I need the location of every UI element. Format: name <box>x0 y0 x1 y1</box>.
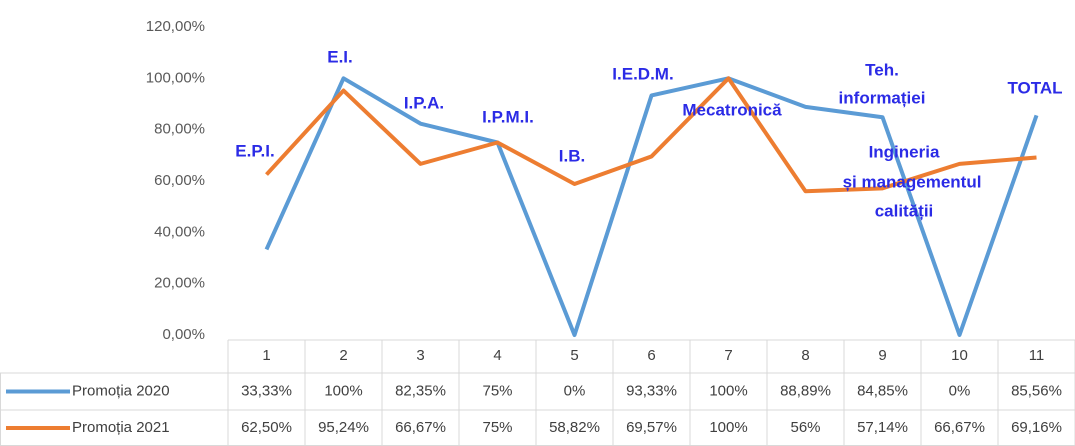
table-value: 66,67% <box>934 419 985 436</box>
table-value: 75% <box>482 419 512 436</box>
table-value: 93,33% <box>626 382 677 399</box>
y-tick-label: 120,00% <box>146 18 205 35</box>
series-line <box>264 76 1039 337</box>
annotation: și managementul <box>843 172 982 191</box>
table-value: 85,56% <box>1011 382 1062 399</box>
y-tick-label: 40,00% <box>154 223 205 240</box>
annotation: calității <box>875 201 934 220</box>
x-tick-label: 2 <box>339 347 347 364</box>
y-tick-label: 0,00% <box>162 326 205 343</box>
table-value: 57,14% <box>857 419 908 436</box>
legend-label: Promoția 2020 <box>72 382 170 399</box>
table-value: 82,35% <box>395 382 446 399</box>
table-value: 0% <box>564 382 586 399</box>
table-value: 33,33% <box>241 382 292 399</box>
y-tick-label: 100,00% <box>146 69 205 86</box>
y-tick-label: 80,00% <box>154 121 205 138</box>
table-value: 84,85% <box>857 382 908 399</box>
table-value: 0% <box>949 382 971 399</box>
annotation: Teh. <box>865 60 899 79</box>
series-line <box>265 76 1037 194</box>
annotation: E.I. <box>327 47 353 66</box>
x-tick-label: 11 <box>1029 347 1045 364</box>
x-tick-label: 9 <box>878 347 886 364</box>
table-value: 88,89% <box>780 382 831 399</box>
annotation: I.P.A. <box>404 93 444 112</box>
annotation: TOTAL <box>1007 78 1062 97</box>
annotation: Ingineria <box>869 142 940 161</box>
y-tick-label: 60,00% <box>154 172 205 189</box>
annotation: informației <box>839 88 926 107</box>
table-value: 69,16% <box>1011 419 1062 436</box>
annotation: I.E.D.M. <box>612 64 673 83</box>
x-tick-label: 4 <box>493 347 501 364</box>
y-tick-label: 20,00% <box>154 275 205 292</box>
table-value: 100% <box>324 382 362 399</box>
table-value: 56% <box>790 419 820 436</box>
x-tick-label: 1 <box>262 347 270 364</box>
x-tick-label: 3 <box>416 347 424 364</box>
legend-label: Promoția 2021 <box>72 419 170 436</box>
table-value: 95,24% <box>318 419 369 436</box>
x-tick-label: 5 <box>570 347 578 364</box>
table-value: 66,67% <box>395 419 446 436</box>
table-value: 100% <box>709 419 747 436</box>
annotation: I.P.M.I. <box>482 107 534 126</box>
table-value: 100% <box>709 382 747 399</box>
table-value: 58,82% <box>549 419 600 436</box>
x-tick-label: 8 <box>801 347 809 364</box>
annotation: Mecatronică <box>682 100 782 119</box>
table-value: 75% <box>482 382 512 399</box>
annotation: I.B. <box>559 146 585 165</box>
x-tick-label: 10 <box>951 347 968 364</box>
annotation: E.P.I. <box>235 141 274 160</box>
table-value: 62,50% <box>241 419 292 436</box>
x-tick-label: 7 <box>724 347 732 364</box>
table-value: 69,57% <box>626 419 677 436</box>
x-tick-label: 6 <box>647 347 655 364</box>
